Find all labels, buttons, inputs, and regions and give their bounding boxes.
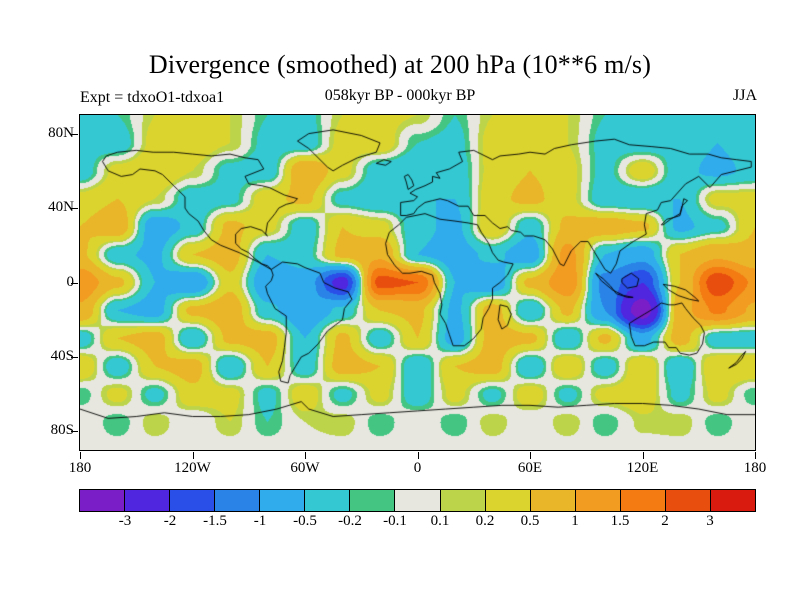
colorbar-segment xyxy=(80,490,126,511)
colorbar-segment xyxy=(440,490,486,511)
x-tick-mark xyxy=(530,452,531,459)
x-tick-mark xyxy=(192,452,194,459)
colorbar-segment xyxy=(620,490,666,511)
colorbar-tick-label: 1.5 xyxy=(610,513,630,529)
x-tick-mark xyxy=(642,452,644,459)
colorbar-tick-label: -1.5 xyxy=(203,513,227,529)
colorbar-segment xyxy=(170,490,216,511)
colorbar-segment xyxy=(125,490,171,511)
colorbar-tick-label: 2 xyxy=(661,513,669,529)
colorbar-segment xyxy=(530,490,576,511)
x-tick-mark xyxy=(305,452,306,459)
colorbar-segment xyxy=(575,490,621,511)
colorbar-tick-label: -0.5 xyxy=(293,513,317,529)
x-tick-label: 180 xyxy=(68,460,92,476)
x-tick-label: 60E xyxy=(517,460,543,476)
x-tick-label: 120W xyxy=(174,460,211,476)
colorbar-segment xyxy=(215,490,261,511)
season-label: JJA xyxy=(732,87,757,104)
x-tick-mark xyxy=(755,452,756,459)
y-tick-label: 0 xyxy=(66,273,75,290)
colorbar-segment xyxy=(665,490,711,511)
map-canvas xyxy=(80,115,755,450)
colorbar-segment xyxy=(485,490,531,511)
experiment-label: Expt = tdxoO1-tdxoa1 xyxy=(80,89,225,106)
colorbar-tick-label: -0.1 xyxy=(383,513,407,529)
y-tick-mark xyxy=(71,431,78,433)
colorbar-tick-label: 1 xyxy=(571,513,579,529)
colorbar-segment xyxy=(305,490,351,511)
colorbar-tick-label: 0.2 xyxy=(475,513,495,529)
colorbar xyxy=(79,489,756,512)
y-tick-label: 80S xyxy=(50,422,74,439)
y-tick-mark xyxy=(71,282,78,284)
colorbar-tick-label: -0.2 xyxy=(338,513,362,529)
colorbar-labels: -3 -2 -1.5 -1 -0.5 -0.2 -0.1 0.1 0.2 0.5 1 1.5 2 3 xyxy=(80,513,756,533)
colorbar-segment xyxy=(350,490,396,511)
colorbar-segment xyxy=(710,490,755,511)
x-tick-label: 60W xyxy=(290,460,320,476)
y-tick-label: 80N xyxy=(48,124,74,141)
colorbar-tick-label: 3 xyxy=(706,513,714,529)
colorbar-tick-label: -2 xyxy=(163,513,177,529)
x-tick-label: 180 xyxy=(743,460,767,476)
x-tick-label: 0 xyxy=(413,460,422,476)
y-tick-mark xyxy=(71,208,78,210)
plot-title: Divergence (smoothed) at 200 hPa (10**6 … xyxy=(148,50,652,79)
x-tick-mark xyxy=(80,452,81,459)
colorbar-segment xyxy=(260,490,306,511)
y-tick-label: 40S xyxy=(50,347,74,364)
map-plot-area xyxy=(79,114,756,451)
colorbar-tick-label: 0.5 xyxy=(520,513,540,529)
x-tick-mark xyxy=(417,452,419,459)
x-tick-label: 120E xyxy=(626,460,659,476)
y-tick-mark xyxy=(71,133,78,135)
period-label: 058kyr BP - 000kyr BP xyxy=(324,87,476,104)
y-tick-mark xyxy=(71,356,78,358)
colorbar-tick-label: 0.1 xyxy=(430,513,450,529)
colorbar-segment xyxy=(395,490,441,511)
colorbar-tick-label: -3 xyxy=(118,513,132,529)
colorbar-tick-label: -1 xyxy=(253,513,267,529)
y-tick-label: 40N xyxy=(48,199,74,216)
